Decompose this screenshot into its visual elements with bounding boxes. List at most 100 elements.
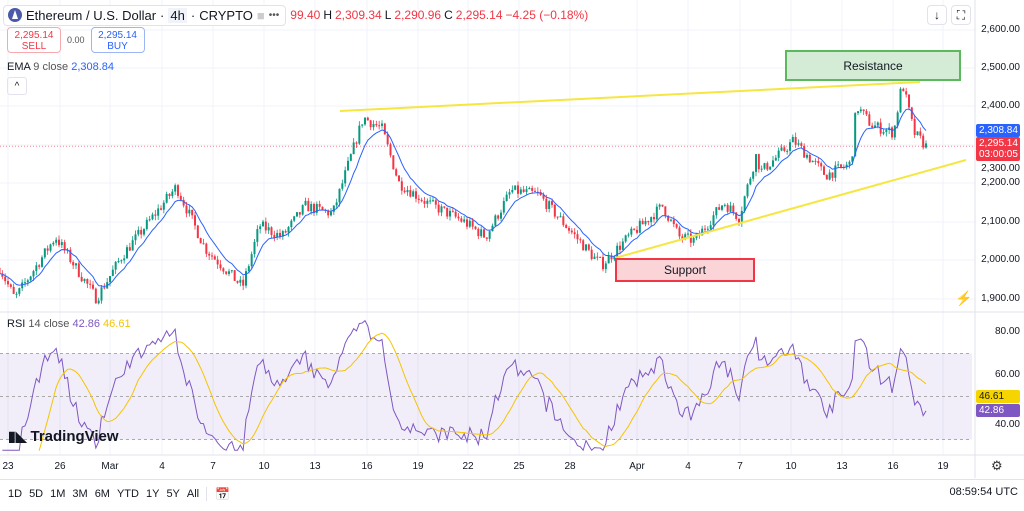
candle-body	[896, 112, 899, 126]
price-axis-label: 2,500.00	[981, 62, 1020, 73]
candle-body	[191, 209, 194, 216]
resistance-box[interactable]: Resistance	[785, 50, 961, 81]
spread: 0.00	[67, 35, 85, 45]
candle-body	[335, 202, 338, 206]
candle-body	[18, 288, 21, 294]
candle-body	[451, 210, 454, 212]
candle-body	[75, 263, 77, 266]
resistance-trendline	[339, 81, 921, 112]
range-all[interactable]: All	[186, 487, 200, 500]
candle-body	[304, 200, 307, 206]
candle-body	[647, 220, 650, 223]
candle-body	[318, 203, 321, 207]
candle-body	[596, 256, 599, 258]
candle-body	[267, 227, 270, 231]
interval[interactable]: 4h	[168, 7, 187, 23]
candle-body	[279, 232, 281, 237]
range-1d[interactable]: 1D	[8, 487, 23, 500]
candle-body	[264, 221, 267, 231]
symbol-name: Ethereum / U.S. Dollar	[26, 7, 157, 23]
candle-body	[417, 198, 420, 200]
scroll-down-icon[interactable]: ↓	[927, 5, 947, 25]
candle-body	[579, 239, 582, 241]
ema-line	[0, 108, 927, 287]
candle-body	[590, 249, 593, 260]
candle-body	[4, 276, 7, 282]
candle-body	[412, 191, 415, 197]
candle-body	[599, 256, 602, 258]
candle-body	[41, 257, 43, 267]
collapse-legend-button[interactable]: ^	[7, 77, 27, 95]
candle-body	[9, 284, 12, 287]
ema-value: 2,308.84	[71, 61, 115, 73]
chart-canvas[interactable]	[0, 0, 1024, 478]
candle-body	[871, 125, 874, 128]
ema-legend[interactable]: EMA 9 close 2,308.84	[7, 61, 114, 73]
candle-body	[242, 279, 245, 286]
lightning-icon[interactable]: ⚡	[955, 290, 973, 306]
support-box[interactable]: Support	[615, 258, 755, 282]
fullscreen-icon[interactable]: ⛶	[951, 5, 971, 25]
candle-body	[157, 208, 160, 216]
candle-body	[755, 154, 757, 172]
support-trendline	[614, 159, 967, 259]
candle-body	[474, 226, 477, 229]
date-label: 16	[887, 461, 899, 472]
candle-body	[89, 283, 92, 285]
candle-body	[256, 229, 259, 242]
sell-price: 2,295.14	[14, 30, 54, 41]
range-5d[interactable]: 5D	[29, 487, 44, 500]
date-range-icon[interactable]: 📅	[206, 486, 230, 501]
change-value: −4.25 (−0.18%)	[505, 8, 589, 22]
settings-icon[interactable]: ⚙	[991, 458, 1003, 473]
candle-body	[432, 200, 434, 202]
candle-body	[222, 268, 225, 272]
more-icon[interactable]: •••	[268, 9, 280, 21]
candle-body	[131, 240, 134, 251]
candle-body	[92, 284, 94, 289]
candle-body	[681, 236, 684, 239]
ema-params: 9 close	[33, 61, 69, 73]
candle-body	[446, 207, 449, 217]
candle-body	[77, 263, 80, 277]
candle-body	[420, 199, 423, 202]
flag-icon[interactable]: ■	[256, 7, 265, 23]
candle-body	[12, 286, 15, 294]
sell-button[interactable]: 2,295.14 SELL	[7, 27, 61, 53]
candle-body	[641, 220, 644, 225]
candle-body	[882, 132, 885, 134]
candle-body	[434, 200, 437, 205]
date-label: 19	[412, 461, 424, 472]
range-5y[interactable]: 5Y	[166, 487, 180, 500]
candle-body	[236, 280, 239, 283]
range-1y[interactable]: 1Y	[145, 487, 160, 500]
range-1m[interactable]: 1M	[50, 487, 66, 500]
symbol-selector[interactable]: Ethereum / U.S. Dollar · 4h · CRYPTO ■ •••	[3, 4, 287, 26]
candle-body	[160, 208, 162, 210]
date-label: 13	[836, 461, 848, 472]
candle-body	[692, 237, 695, 243]
candle-body	[52, 242, 55, 245]
candle-body	[128, 247, 131, 251]
candle-body	[162, 202, 165, 210]
candle-body	[604, 263, 607, 270]
candle-body	[502, 201, 505, 213]
range-ytd[interactable]: YTD	[116, 487, 139, 500]
candle-body	[111, 269, 114, 277]
rsi-legend[interactable]: RSI 14 close 42.86 46.61	[7, 318, 131, 330]
range-3m[interactable]: 3M	[72, 487, 88, 500]
date-label: 4	[159, 461, 165, 472]
candle-body	[627, 234, 630, 236]
range-6m[interactable]: 6M	[94, 487, 110, 500]
candle-body	[865, 111, 868, 115]
candle-body	[386, 134, 389, 145]
buy-button[interactable]: 2,295.14 BUY	[90, 27, 145, 53]
candle-body	[820, 163, 823, 167]
candle-body	[528, 187, 531, 190]
candle-body	[381, 123, 383, 126]
candle-body	[772, 160, 774, 167]
candle-body	[60, 242, 63, 246]
candle-body	[786, 150, 789, 152]
candle-body	[500, 212, 502, 219]
date-label: Mar	[101, 461, 119, 472]
